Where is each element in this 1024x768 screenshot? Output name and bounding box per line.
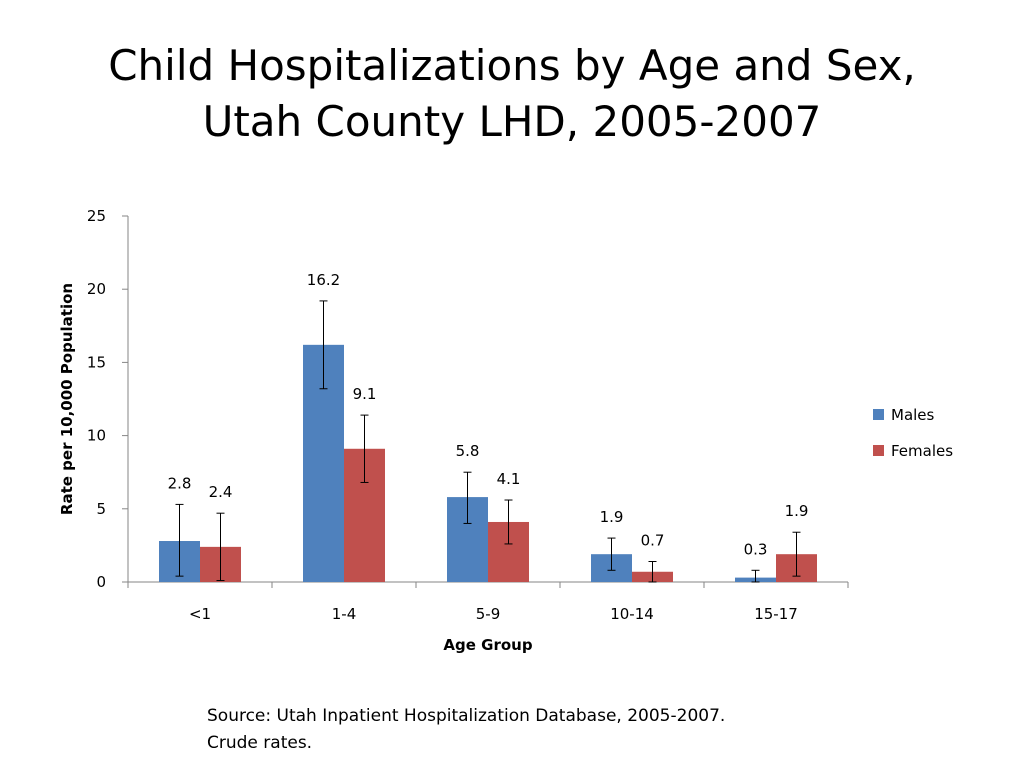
data-label: 0.7	[641, 532, 665, 550]
y-tick-label: 10	[87, 427, 106, 445]
data-label: 2.8	[168, 474, 192, 492]
x-axis-title: Age Group	[443, 636, 532, 654]
x-tick-label: 10-14	[610, 605, 654, 623]
legend-label-females: Females	[891, 442, 953, 460]
x-tick-label: 15-17	[754, 605, 798, 623]
data-label: 4.1	[497, 470, 521, 488]
data-label: 0.3	[744, 540, 768, 558]
y-tick-label: 15	[87, 353, 106, 371]
data-label: 16.2	[307, 271, 340, 289]
source-note: Source: Utah Inpatient Hospitalization D…	[207, 703, 907, 757]
slide-title: Child Hospitalizations by Age and Sex, U…	[0, 38, 1024, 150]
legend-swatch-females	[873, 445, 884, 456]
slide-title-line-2: Utah County LHD, 2005-2007	[202, 97, 822, 146]
legend-swatch-males	[873, 409, 884, 420]
legend-label-males: Males	[891, 406, 935, 424]
x-tick-label: <1	[189, 605, 211, 623]
data-label: 1.9	[785, 502, 809, 520]
source-line-1: Source: Utah Inpatient Hospitalization D…	[207, 706, 726, 726]
y-axis-title: Rate per 10,000 Population	[58, 283, 76, 515]
y-tick-label: 25	[87, 207, 106, 225]
x-tick-label: 5-9	[476, 605, 501, 623]
y-tick-label: 5	[96, 500, 106, 518]
y-tick-label: 20	[87, 280, 106, 298]
x-tick-label: 1-4	[332, 605, 357, 623]
y-tick-label: 0	[96, 573, 106, 591]
slide-title-line-1: Child Hospitalizations by Age and Sex,	[108, 41, 916, 90]
data-label: 5.8	[456, 442, 480, 460]
data-label: 1.9	[600, 508, 624, 526]
data-label: 2.4	[209, 483, 233, 501]
source-line-2: Crude rates.	[207, 733, 313, 753]
data-label: 9.1	[353, 385, 377, 403]
